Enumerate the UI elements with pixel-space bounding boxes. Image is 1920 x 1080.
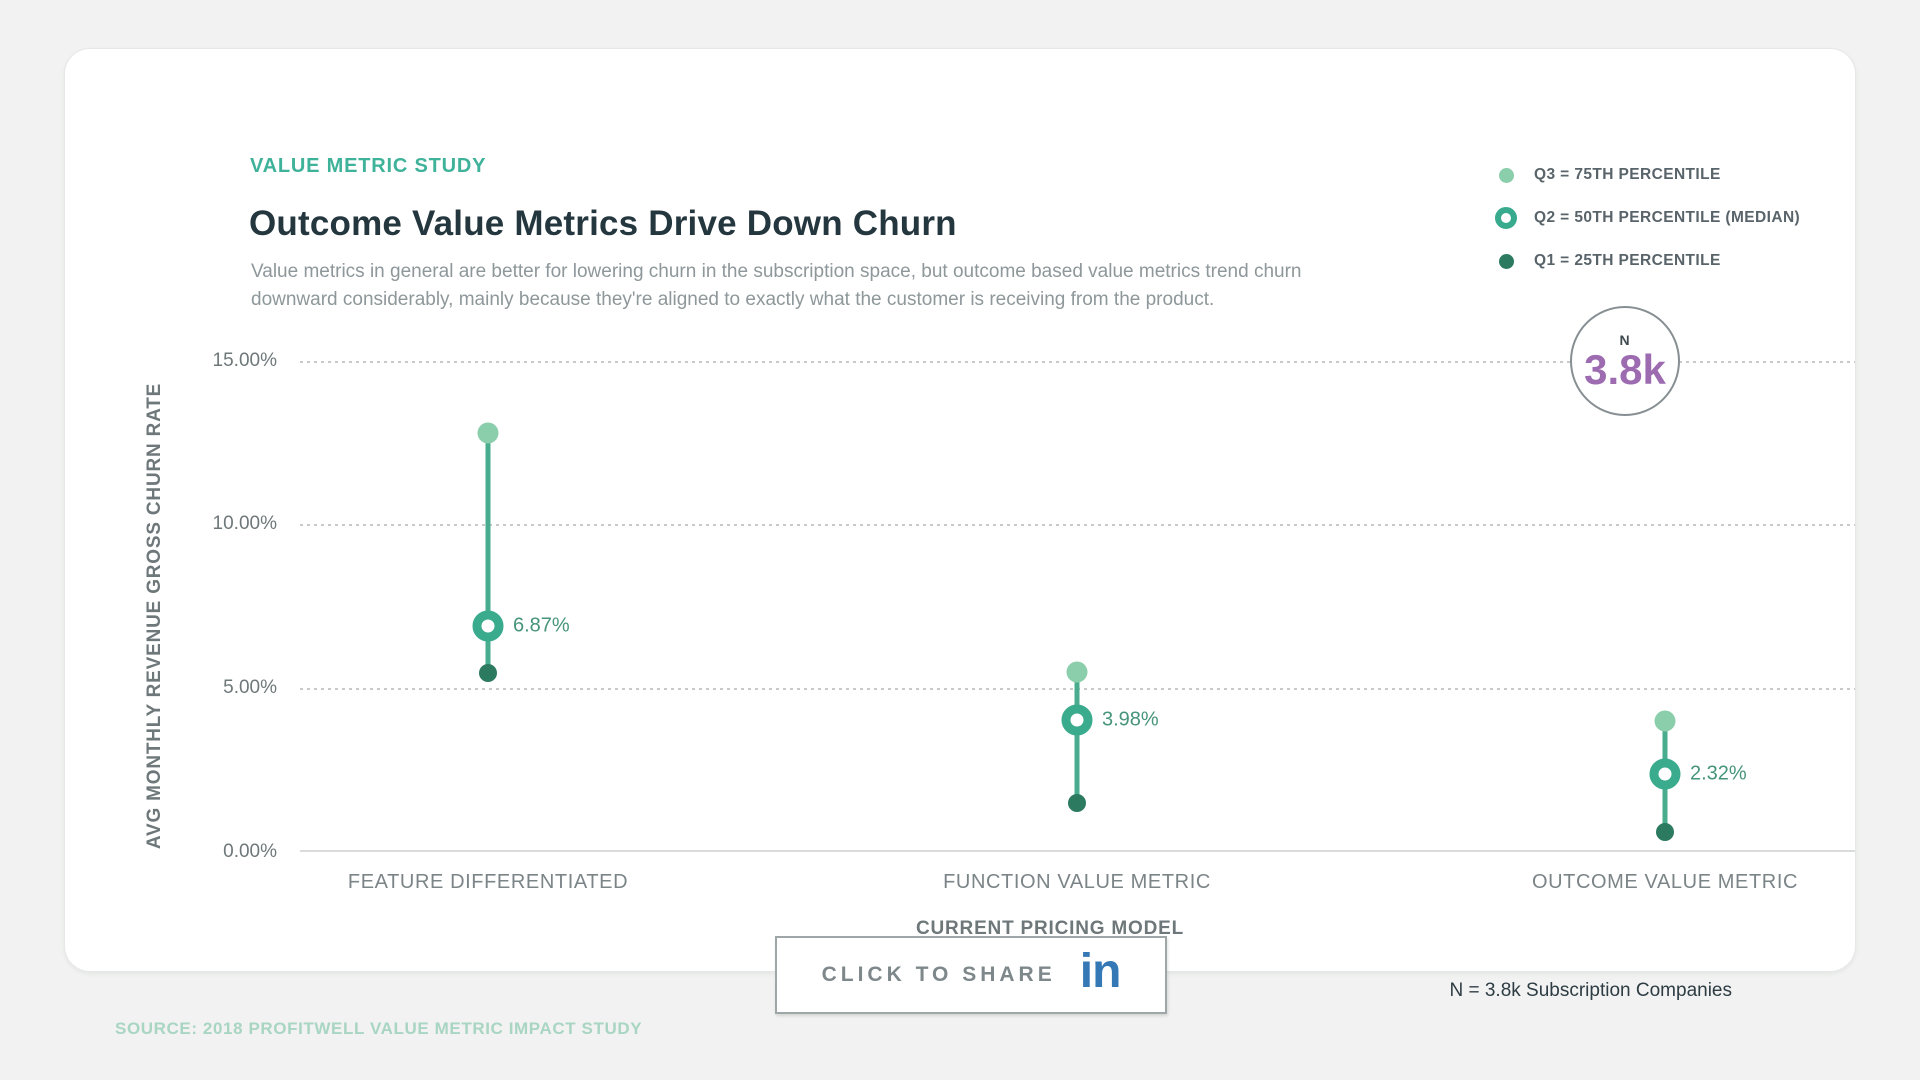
range-line (1074, 672, 1080, 803)
x-category-outcome-value-metric: OUTCOME VALUE METRIC (1531, 871, 1799, 893)
y-tick-5: 5.00% (223, 677, 277, 698)
legend-item-q2: Q2 = 50TH PERCENTILE (MEDIAN) (1494, 203, 1800, 233)
median-point (1061, 704, 1093, 736)
median-value-label: 3.98% (1102, 708, 1159, 731)
median-point (472, 610, 504, 642)
q1-dot-icon (1498, 253, 1514, 269)
legend: Q3 = 75TH PERCENTILE Q2 = 50TH PERCENTIL… (1494, 160, 1800, 289)
legend-item-q3: Q3 = 75TH PERCENTILE (1494, 160, 1800, 190)
q1-point (1068, 793, 1086, 812)
plot-area: 6.87% 3.98% 2.32% (300, 361, 1855, 852)
page-title: Outcome Value Metrics Drive Down Churn (249, 204, 957, 243)
median-point (1649, 758, 1681, 790)
y-tick-10: 10.00% (212, 513, 277, 534)
chart-description: Value metrics in general are better for … (251, 261, 1302, 310)
source-attribution: SOURCE: 2018 PROFITWELL VALUE METRIC IMP… (115, 1019, 643, 1038)
median-value-label: 2.32% (1690, 762, 1747, 785)
y-axis-title: AVG MONTHLY REVENUE GROSS CHURN RATE (144, 382, 165, 850)
range-line (485, 432, 491, 673)
gridline-10pct (300, 524, 1855, 526)
sample-size-note: N = 3.8k Subscription Companies (1449, 980, 1732, 1001)
x-category-feature-differentiated: FEATURE DIFFERENTIATED (347, 871, 629, 893)
q1-point (479, 663, 497, 682)
legend-item-q1: Q1 = 25TH PERCENTILE (1494, 246, 1800, 276)
legend-label-q1: Q1 = 25TH PERCENTILE (1534, 252, 1721, 269)
x-axis-title: CURRENT PRICING MODEL (915, 918, 1185, 939)
sample-size-value: 3.8k (1584, 345, 1666, 393)
q3-dot-icon (1498, 167, 1514, 183)
sample-size-prefix: N (1619, 331, 1631, 348)
share-button-label: CLICK TO SHARE (821, 963, 1056, 986)
y-tick-0: 0.00% (223, 841, 277, 862)
share-button[interactable]: CLICK TO SHARE in (775, 936, 1167, 1014)
chart-card: VALUE METRIC STUDY Outcome Value Metrics… (64, 48, 1856, 1001)
linkedin-icon: in (1079, 945, 1122, 998)
q3-point (477, 422, 499, 444)
q3-point (1654, 710, 1676, 732)
q3-point (1066, 661, 1088, 683)
median-value-label: 6.87% (513, 614, 570, 637)
legend-label-q3: Q3 = 75TH PERCENTILE (1534, 166, 1721, 183)
q2-ring-icon (1495, 207, 1517, 229)
q1-point (1656, 823, 1674, 842)
y-tick-15: 15.00% (212, 350, 277, 371)
legend-label-q2: Q2 = 50TH PERCENTILE (MEDIAN) (1534, 209, 1801, 226)
gridline-15pct (300, 361, 1855, 363)
sample-size-badge: N 3.8k (1570, 306, 1680, 416)
eyebrow-label: VALUE METRIC STUDY (250, 155, 487, 177)
x-category-function-value-metric: FUNCTION VALUE METRIC (943, 871, 1211, 893)
